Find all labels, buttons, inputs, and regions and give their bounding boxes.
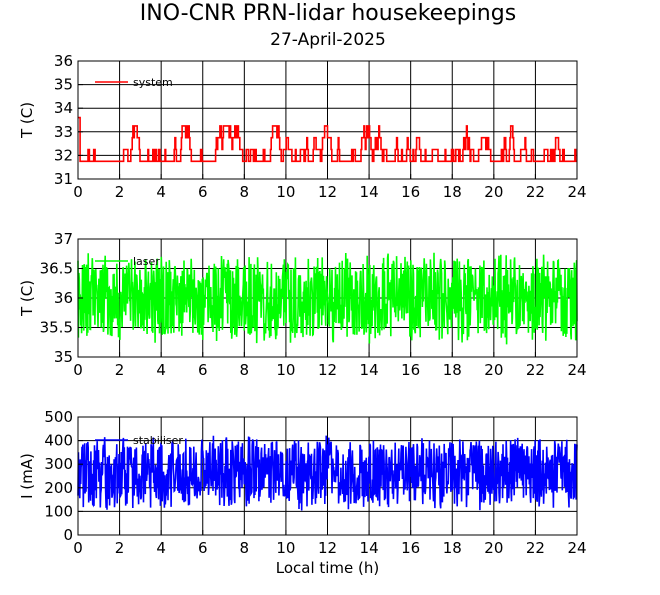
y-tick-label: 0: [63, 526, 73, 544]
legend-label-system: system: [133, 76, 173, 89]
x-tick-label: 22: [526, 183, 545, 201]
x-tick-label: 10: [276, 361, 295, 379]
x-tick-label: 2: [115, 361, 125, 379]
x-tick-label: 4: [156, 183, 166, 201]
legend-label-stabiliser: stabiliser: [133, 434, 183, 447]
y-tick-label: 35: [54, 76, 73, 94]
legend-label-laser: laser: [133, 255, 160, 268]
figure-title: INO-CNR PRN-lidar housekeepings: [140, 1, 516, 26]
y-tick-label: 33: [54, 123, 73, 141]
x-tick-label: 16: [401, 183, 420, 201]
x-tick-label: 8: [240, 183, 250, 201]
x-tick-label: 10: [276, 183, 295, 201]
x-tick-label: 8: [240, 361, 250, 379]
x-tick-label: 0: [73, 539, 83, 557]
x-tick-label: 18: [443, 183, 462, 201]
x-tick-label: 16: [401, 539, 420, 557]
x-tick-label: 6: [198, 361, 208, 379]
x-tick-label: 6: [198, 183, 208, 201]
x-tick-label: 12: [318, 183, 337, 201]
x-tick-label: 20: [484, 183, 503, 201]
y-tick-label: 37: [54, 230, 73, 248]
x-tick-label: 18: [443, 361, 462, 379]
x-tick-label: 16: [401, 361, 420, 379]
series-line-laser: [77, 252, 578, 345]
y-tick-label: 400: [44, 432, 73, 450]
y-tick-label: 36: [54, 289, 73, 307]
x-tick-label: 0: [73, 183, 83, 201]
series-line-system: [78, 116, 577, 163]
series-line-stabiliser: [77, 435, 578, 511]
x-axis-label: Local time (h): [276, 559, 380, 577]
y-tick-label: 31: [54, 170, 73, 188]
x-tick-label: 2: [115, 539, 125, 557]
x-tick-label: 6: [198, 539, 208, 557]
x-tick-label: 20: [484, 361, 503, 379]
y-tick-label: 500: [44, 408, 73, 426]
y-tick-label: 35: [54, 348, 73, 366]
y-axis-label: T (C): [18, 280, 36, 317]
y-tick-label: 35.5: [40, 319, 73, 337]
y-tick-label: 200: [44, 479, 73, 497]
x-tick-label: 22: [526, 361, 545, 379]
y-tick-label: 36: [54, 52, 73, 70]
y-tick-label: 34: [54, 99, 73, 117]
x-tick-label: 10: [276, 539, 295, 557]
x-tick-label: 12: [318, 539, 337, 557]
x-tick-label: 14: [360, 361, 379, 379]
x-tick-label: 12: [318, 361, 337, 379]
x-tick-label: 8: [240, 539, 250, 557]
x-tick-label: 4: [156, 539, 166, 557]
x-tick-label: 14: [360, 539, 379, 557]
y-tick-label: 36.5: [40, 260, 73, 278]
y-axis-label: T (C): [18, 102, 36, 139]
x-tick-label: 22: [526, 539, 545, 557]
y-tick-label: 100: [44, 502, 73, 520]
x-tick-label: 4: [156, 361, 166, 379]
x-tick-label: 2: [115, 183, 125, 201]
y-axis-label: I (mA): [18, 453, 36, 499]
figure-subtitle: 27-April-2025: [270, 30, 386, 50]
x-tick-label: 24: [567, 361, 586, 379]
x-tick-label: 24: [567, 539, 586, 557]
x-tick-label: 0: [73, 361, 83, 379]
y-tick-label: 32: [54, 146, 73, 164]
x-tick-label: 18: [443, 539, 462, 557]
x-tick-label: 20: [484, 539, 503, 557]
y-tick-label: 300: [44, 455, 73, 473]
x-tick-label: 14: [360, 183, 379, 201]
x-tick-label: 24: [567, 183, 586, 201]
